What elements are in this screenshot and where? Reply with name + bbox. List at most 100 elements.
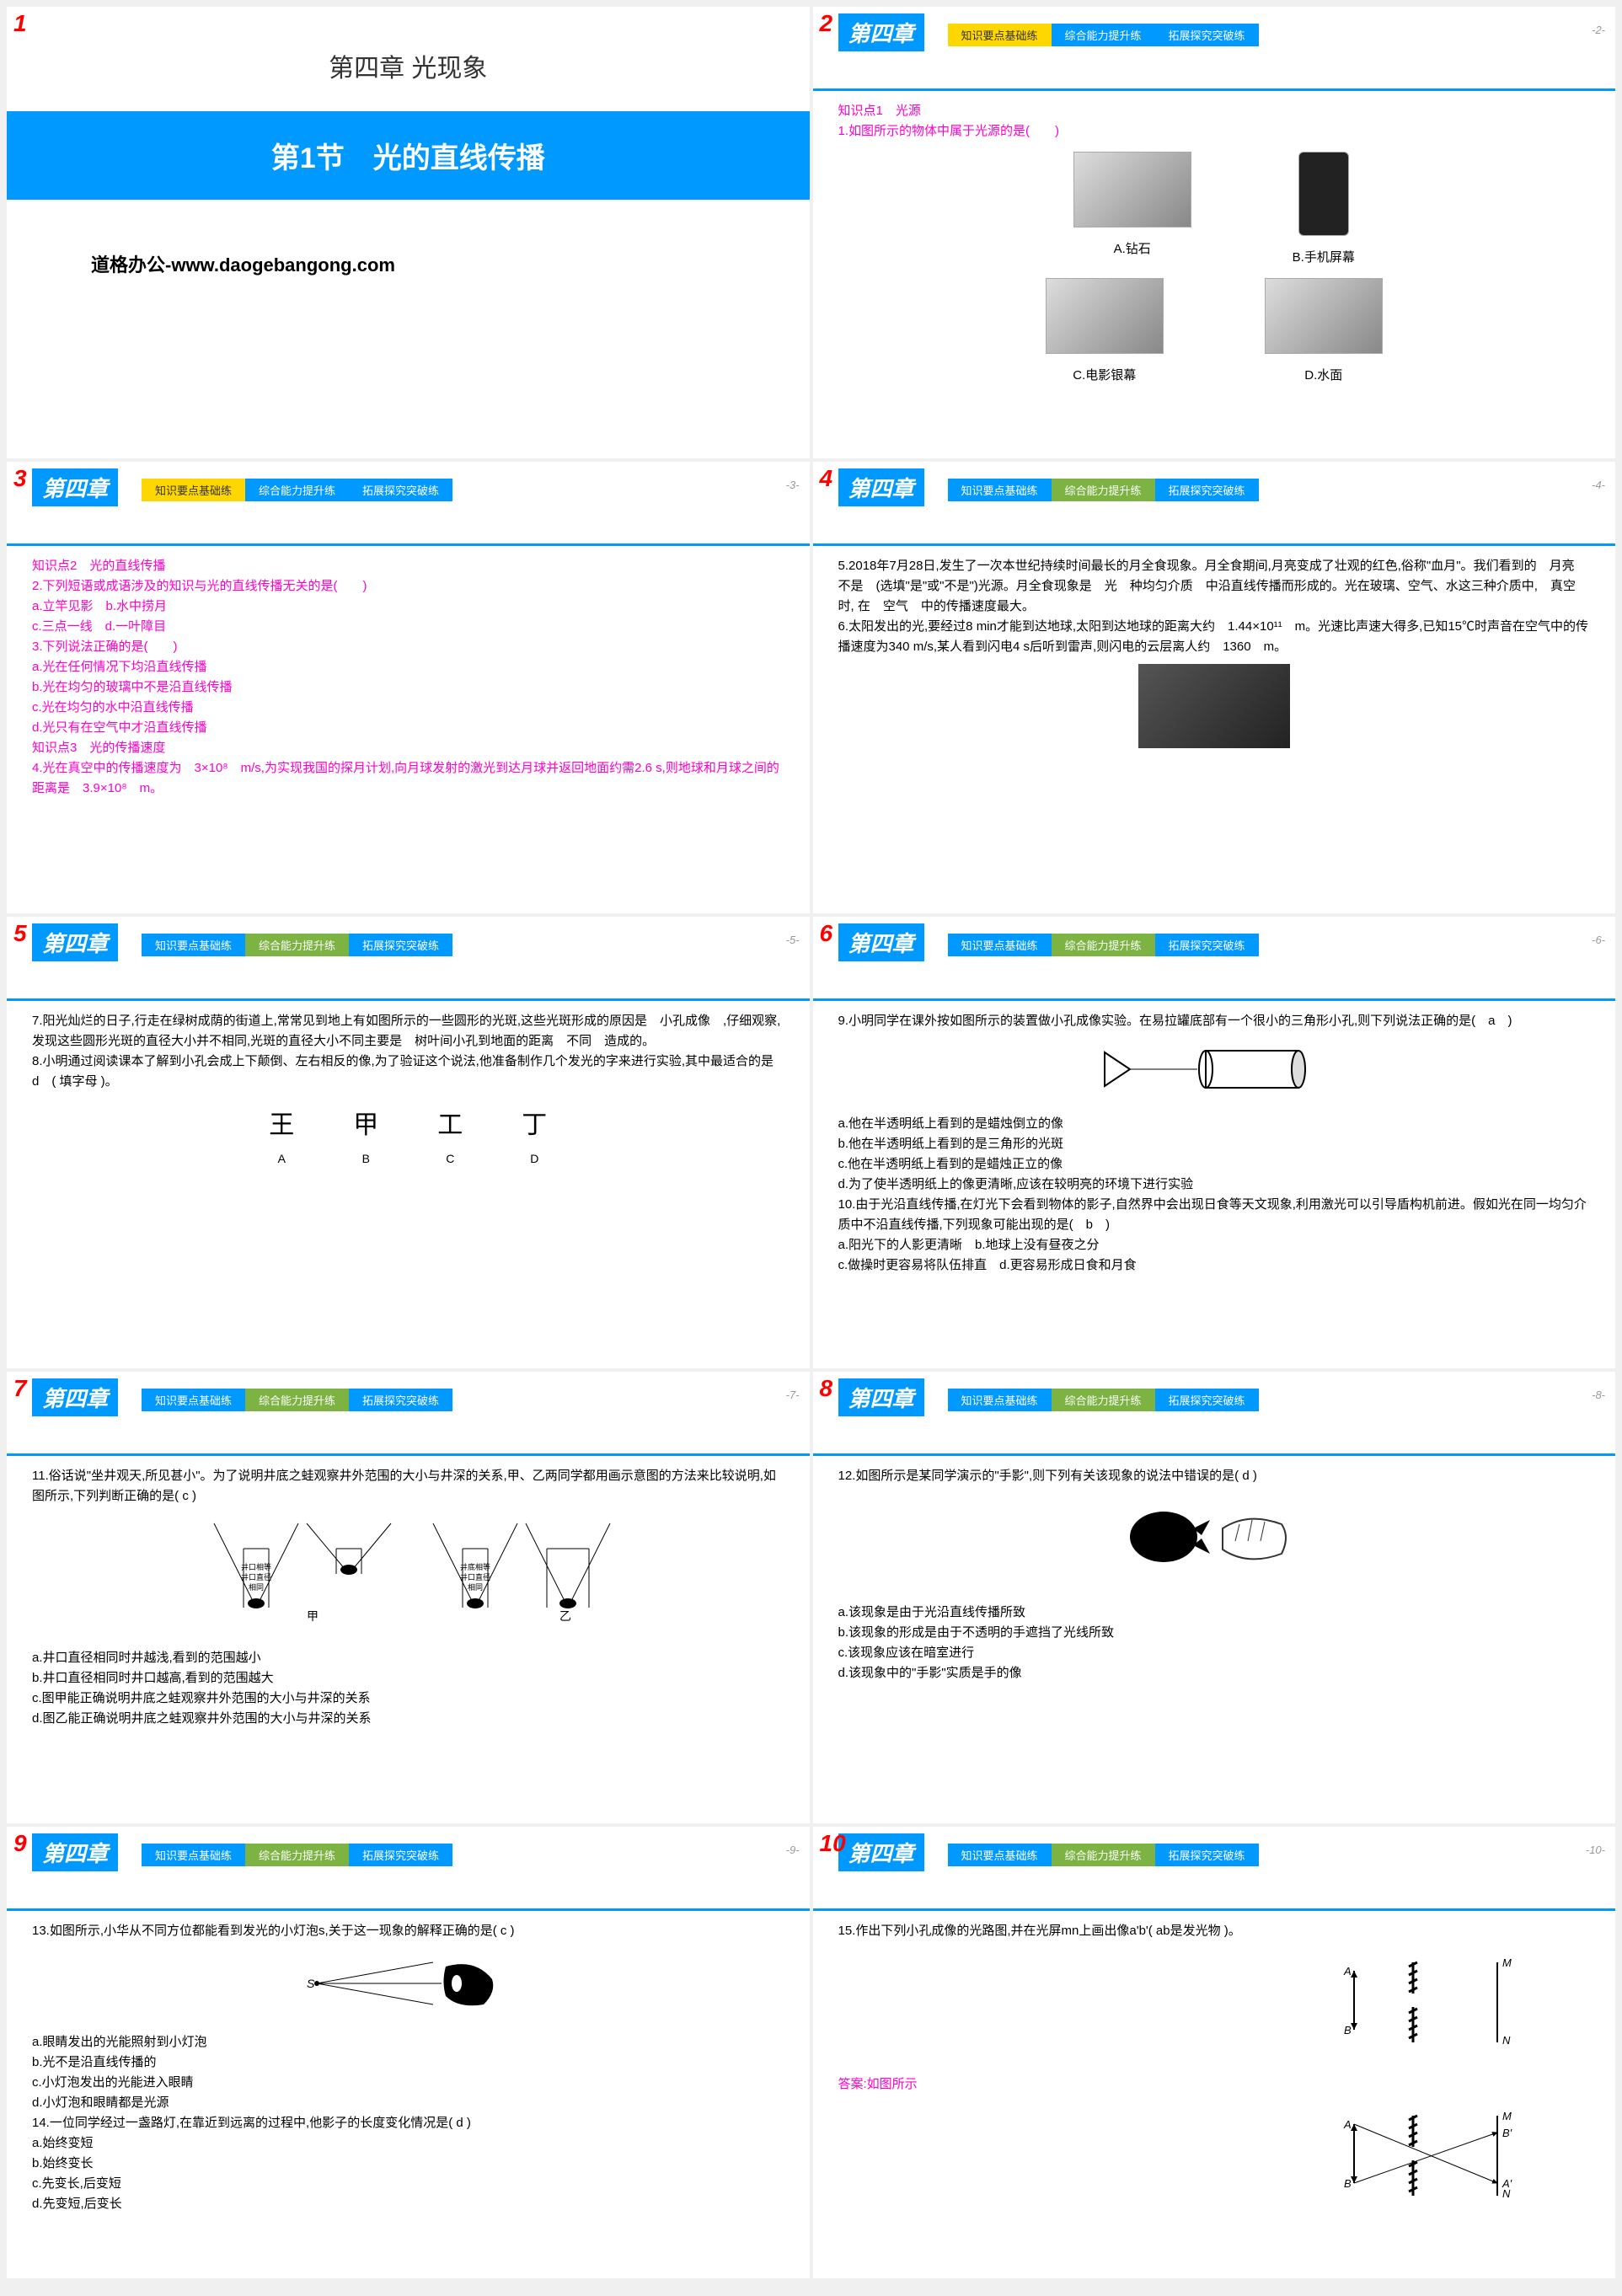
svg-text:相同: 相同: [468, 1582, 483, 1592]
tab-basics[interactable]: 知识要点基础练: [142, 1389, 245, 1411]
tab-basics[interactable]: 知识要点基础练: [948, 1844, 1052, 1866]
sub-page: -2-: [1592, 24, 1605, 36]
page-number: 5: [13, 920, 27, 947]
slide-5: 5 第四章 知识要点基础练 综合能力提升练 拓展探究突破练 -5- 7.阳光灿烂…: [7, 917, 810, 1368]
chapter-header: 第四章: [838, 1378, 924, 1416]
q14b: b.始终变长: [32, 2154, 784, 2174]
tab-bar: 知识要点基础练 综合能力提升练 拓展探究突破练: [142, 479, 452, 501]
tab-basics[interactable]: 知识要点基础练: [142, 934, 245, 956]
tab-explore[interactable]: 拓展探究突破练: [1155, 479, 1259, 501]
slide-3: 3 第四章 知识要点基础练 综合能力提升练 拓展探究突破练 -3- 知识点2 光…: [7, 462, 810, 913]
sub-page: -9-: [786, 1844, 800, 1856]
tab-explore[interactable]: 拓展探究突破练: [349, 1844, 452, 1866]
tab-basics[interactable]: 知识要点基础练: [948, 24, 1052, 46]
tab-explore[interactable]: 拓展探究突破练: [1155, 1844, 1259, 1866]
content-block: 15.作出下列小孔成像的光路图,并在光屏mn上画出像a'b'( ab是发光物 )…: [813, 1911, 1616, 2238]
tab-bar: 知识要点基础练 综合能力提升练 拓展探究突破练: [948, 24, 1259, 46]
caption-a: A.钻石: [1073, 239, 1191, 260]
q14d: d.先变短,后变长: [32, 2194, 784, 2214]
caption-c: C.电影银幕: [1046, 366, 1164, 386]
tab-advanced[interactable]: 综合能力提升练: [1052, 1844, 1155, 1866]
page-number: 2: [820, 10, 833, 37]
pinhole-a-diagram: A B M B' A' N: [838, 2103, 1591, 2219]
q14: 14.一位同学经过一盏路灯,在靠近到远离的过程中,他影子的长度变化情况是( d …: [32, 2113, 784, 2133]
tab-advanced[interactable]: 综合能力提升练: [245, 479, 349, 501]
svg-text:相同: 相同: [249, 1582, 264, 1592]
svg-text:井底相等: 井底相等: [460, 1562, 490, 1571]
label-jia: 甲: [307, 1609, 319, 1623]
q11a: a.井口直径相同时井越浅,看到的范围越小: [32, 1648, 784, 1668]
tab-explore[interactable]: 拓展探究突破练: [1155, 24, 1259, 46]
section-banner: 第1节 光的直线传播: [7, 111, 810, 200]
svg-text:M: M: [1502, 2110, 1512, 2122]
tab-advanced[interactable]: 综合能力提升练: [1052, 479, 1155, 501]
chapter-header: 第四章: [838, 1833, 924, 1871]
tab-explore[interactable]: 拓展探究突破练: [1155, 1389, 1259, 1411]
chapter-header: 第四章: [838, 468, 924, 506]
sub-page: -8-: [1592, 1389, 1605, 1401]
label-d: D: [522, 1149, 547, 1168]
page-number: 7: [13, 1375, 27, 1402]
tab-advanced[interactable]: 综合能力提升练: [1052, 1389, 1155, 1411]
slide-6: 6 第四章 知识要点基础练 综合能力提升练 拓展探究突破练 -6- 9.小明同学…: [813, 917, 1616, 1368]
tab-bar: 知识要点基础练 综合能力提升练 拓展探究突破练: [948, 479, 1259, 501]
q12b: b.该现象的形成是由于不透明的手遮挡了光线所致: [838, 1623, 1591, 1643]
q5: 5.2018年7月28日,发生了一次本世纪持续时间最长的月全食现象。月全食期间,…: [838, 556, 1591, 617]
content-block: 5.2018年7月28日,发生了一次本世纪持续时间最长的月全食现象。月全食期间,…: [813, 546, 1616, 765]
q12c: c.该现象应该在暗室进行: [838, 1643, 1591, 1663]
tab-basics[interactable]: 知识要点基础练: [142, 479, 245, 501]
tab-advanced[interactable]: 综合能力提升练: [1052, 934, 1155, 956]
shadow-image: [1138, 664, 1290, 748]
q10: 10.由于光沿直线传播,在灯光下会看到物体的影子,自然界中会出现日食等天文现象,…: [838, 1195, 1591, 1235]
q13b: b.光不是沿直线传播的: [32, 2052, 784, 2073]
char-a: 王: [269, 1105, 294, 1146]
tab-advanced[interactable]: 综合能力提升练: [1052, 24, 1155, 46]
page-number: 10: [820, 1830, 846, 1857]
q12: 12.如图所示是某同学演示的"手影",则下列有关该现象的说法中错误的是( d ): [838, 1466, 1591, 1486]
content-block: 9.小明同学在课外按如图所示的装置做小孔成像实验。在易拉罐底部有一个很小的三角形…: [813, 1001, 1616, 1286]
tab-bar: 知识要点基础练 综合能力提升练 拓展探究突破练: [948, 1389, 1259, 1411]
q11d: d.图乙能正确说明井底之蛙观察井外范围的大小与井深的关系: [32, 1709, 784, 1729]
tab-explore[interactable]: 拓展探究突破练: [349, 934, 452, 956]
chapter-header: 第四章: [838, 13, 924, 51]
tab-advanced[interactable]: 综合能力提升练: [245, 1844, 349, 1866]
tab-basics[interactable]: 知识要点基础练: [142, 1844, 245, 1866]
tab-advanced[interactable]: 综合能力提升练: [245, 934, 349, 956]
well-svg: 井口相等 井口直径 相同 甲 井底相等 井口直径: [197, 1515, 618, 1633]
chapter-header: 第四章: [32, 1833, 118, 1871]
q13c: c.小灯泡发出的光能进入眼睛: [32, 2073, 784, 2093]
img-phone: [1298, 152, 1349, 236]
content-block: 7.阳光灿烂的日子,行走在绿树成荫的街道上,常常见到地上有如图所示的一些圆形的光…: [7, 1001, 810, 1191]
tab-advanced[interactable]: 综合能力提升练: [245, 1389, 349, 1411]
q9d: d.为了使半透明纸上的像更清晰,应该在较明亮的环境下进行实验: [838, 1175, 1591, 1195]
tab-explore[interactable]: 拓展探究突破练: [1155, 934, 1259, 956]
pinhole-svg: [1096, 1040, 1332, 1099]
pinhole-q-svg: A B MN: [1337, 1950, 1523, 2059]
q6: 6.太阳发出的光,要经过8 min才能到达地球,太阳到达地球的距离大约 1.44…: [838, 617, 1591, 657]
svg-text:N: N: [1502, 2034, 1511, 2047]
tab-explore[interactable]: 拓展探究突破练: [349, 1389, 452, 1411]
q9b: b.他在半透明纸上看到的是三角形的光斑: [838, 1134, 1591, 1154]
char-d: 丁: [522, 1105, 547, 1146]
q7: 7.阳光灿烂的日子,行走在绿树成荫的街道上,常常见到地上有如图所示的一些圆形的光…: [32, 1011, 784, 1052]
sub-page: -5-: [786, 934, 800, 946]
chapter-header: 第四章: [32, 1378, 118, 1416]
q10a: a.阳光下的人影更清晰 b.地球上没有昼夜之分: [838, 1235, 1591, 1255]
tab-basics[interactable]: 知识要点基础练: [948, 1389, 1052, 1411]
q11: 11.俗话说"坐井观天,所见甚小"。为了说明井底之蛙观察井外范围的大小与井深的关…: [32, 1466, 784, 1507]
tab-explore[interactable]: 拓展探究突破练: [349, 479, 452, 501]
svg-text:M: M: [1502, 1956, 1512, 1969]
page-number: 6: [820, 920, 833, 947]
light-eye-diagram: S: [32, 1950, 784, 2024]
svg-text:井口直径: 井口直径: [241, 1572, 271, 1582]
knowledge-point: 知识点1 光源: [838, 101, 1591, 121]
tab-basics[interactable]: 知识要点基础练: [948, 934, 1052, 956]
q12d: d.该现象中的"手影"实质是手的像: [838, 1663, 1591, 1683]
tab-bar: 知识要点基础练 综合能力提升练 拓展探究突破练: [142, 1844, 452, 1866]
chapter-header: 第四章: [32, 923, 118, 961]
caption-d: D.水面: [1265, 366, 1383, 386]
image-row-1: A.钻石 B.手机屏幕: [838, 152, 1591, 268]
slide-1: 1 第四章 光现象 第1节 光的直线传播 道格办公-www.daogebango…: [7, 7, 810, 458]
tab-basics[interactable]: 知识要点基础练: [948, 479, 1052, 501]
pinhole-a-svg: A B M B' A' N: [1337, 2103, 1523, 2213]
